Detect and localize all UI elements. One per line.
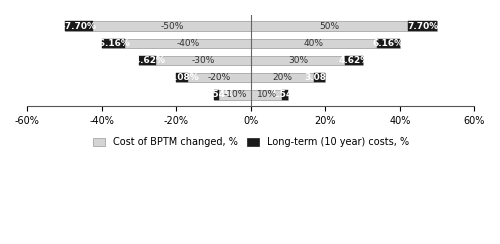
Text: -10%: -10%	[224, 91, 247, 100]
Text: 20%: 20%	[272, 73, 292, 82]
Bar	[139, 56, 251, 65]
Text: 1.54%: 1.54%	[270, 91, 301, 100]
Text: 4.62%: 4.62%	[338, 56, 370, 65]
Text: 30%: 30%	[288, 56, 308, 65]
Text: 50%: 50%	[320, 22, 340, 31]
Bar	[314, 73, 326, 82]
Text: 6.16%: 6.16%	[373, 39, 404, 48]
Text: -4.62%: -4.62%	[130, 56, 166, 65]
Legend: Cost of BPTM changed, %, Long-term (10 year) costs, %: Cost of BPTM changed, %, Long-term (10 y…	[89, 134, 412, 151]
Bar	[176, 73, 188, 82]
Bar	[176, 73, 251, 82]
Text: 40%: 40%	[304, 39, 324, 48]
Text: -7.70%: -7.70%	[62, 22, 96, 31]
Text: 10%: 10%	[256, 91, 276, 100]
Text: -20%: -20%	[208, 73, 231, 82]
Bar	[102, 39, 251, 48]
Bar	[251, 21, 437, 31]
Text: -6.16%: -6.16%	[96, 39, 131, 48]
Bar	[139, 56, 156, 65]
Bar	[214, 90, 251, 100]
Text: -50%: -50%	[160, 22, 184, 31]
Bar	[346, 56, 362, 65]
Bar	[251, 73, 326, 82]
Text: -1.54%: -1.54%	[199, 91, 234, 100]
Text: -30%: -30%	[192, 56, 216, 65]
Bar	[102, 39, 125, 48]
Bar	[64, 21, 251, 31]
Bar	[282, 90, 288, 100]
Text: -3.08%: -3.08%	[165, 73, 200, 82]
Bar	[214, 90, 220, 100]
Bar	[377, 39, 400, 48]
Bar	[251, 39, 400, 48]
Text: 3.08%: 3.08%	[304, 73, 335, 82]
Text: -40%: -40%	[176, 39, 200, 48]
Bar	[251, 56, 362, 65]
Bar	[64, 21, 94, 31]
Text: 7.70%: 7.70%	[407, 22, 438, 31]
Bar	[408, 21, 437, 31]
Bar	[251, 90, 288, 100]
